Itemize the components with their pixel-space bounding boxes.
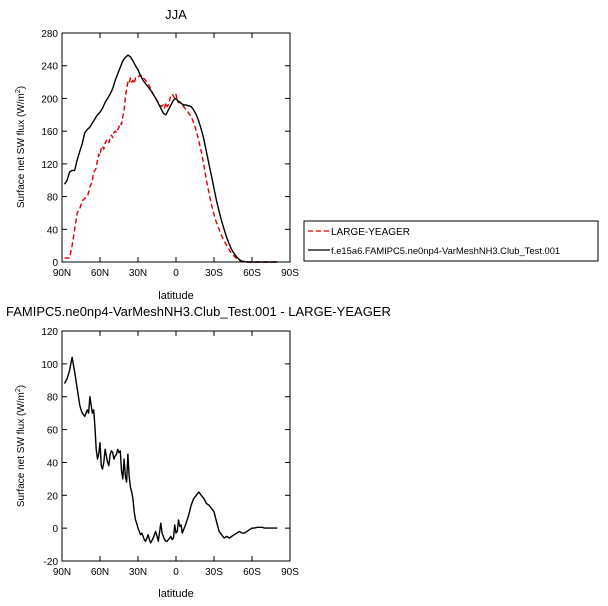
bottom-chart-xtick-label: 30S xyxy=(205,567,223,578)
top-chart-xtick-label: 90S xyxy=(281,268,299,279)
top-chart-series-line-1 xyxy=(63,54,278,263)
legend-box xyxy=(303,220,599,262)
top-chart-ytick-label: 120 xyxy=(41,160,58,171)
bottom-chart-ytick-label: 0 xyxy=(52,524,58,535)
bottom-chart-ytick-label: 100 xyxy=(41,360,58,371)
bottom-chart: FAMIPC5.ne0np4-VarMeshNH3.Club_Test.001 … xyxy=(6,304,391,600)
top-chart-title: JJA xyxy=(165,7,187,22)
top-chart: JJA 0 40 80 120 160 200 240 280 90N 60N 30N 0 30S 60… xyxy=(15,7,599,302)
top-chart-frame xyxy=(61,32,291,263)
top-chart-x-ticks: 90N 60N 30N 0 30S 60S 90S xyxy=(53,33,299,279)
bottom-chart-series-line-0 xyxy=(63,356,278,544)
bottom-chart-xtick-label: 60N xyxy=(91,567,109,578)
legend-label-model: f.e15a6.FAMIPC5.ne0np4-VarMeshNH3.Club_T… xyxy=(331,245,560,256)
top-chart-ytick-label: 160 xyxy=(41,127,58,138)
bottom-chart-ytick-label: 60 xyxy=(47,426,59,437)
top-chart-legend: LARGE-YEAGER f.e15a6.FAMIPC5.ne0np4-VarM… xyxy=(303,220,599,262)
legend-label-large-yeager: LARGE-YEAGER xyxy=(331,227,410,238)
bottom-chart-x-axis-label: latitude xyxy=(158,588,193,600)
top-chart-ytick-label: 200 xyxy=(41,94,58,105)
top-chart-ytick-label: 240 xyxy=(41,62,58,73)
bottom-chart-ytick-label: 120 xyxy=(41,327,58,338)
top-chart-series-line-0 xyxy=(64,74,278,263)
bottom-chart-xtick-label: 90S xyxy=(281,567,299,578)
bottom-chart-ytick-label: 80 xyxy=(47,393,59,404)
bottom-chart-xtick-label: 30N xyxy=(129,567,147,578)
top-chart-y-axis-label: Surface net SW flux (W/m2) xyxy=(15,86,27,208)
top-chart-xtick-label: 90N xyxy=(53,268,71,279)
top-chart-ytick-label: 40 xyxy=(47,225,59,236)
top-chart-x-axis-label: latitude xyxy=(158,290,193,302)
bottom-chart-xtick-label: 0 xyxy=(173,567,179,578)
top-chart-xtick-label: 30N xyxy=(129,268,147,279)
top-chart-xtick-label: 30S xyxy=(205,268,223,279)
top-chart-ytick-label: 0 xyxy=(52,258,58,269)
bottom-chart-ytick-label: -20 xyxy=(44,557,59,568)
top-chart-ytick-label: 280 xyxy=(41,29,58,40)
bottom-chart-ytick-label: 40 xyxy=(47,458,59,469)
top-chart-xtick-label: 0 xyxy=(173,268,179,279)
bottom-chart-xtick-label: 60S xyxy=(243,567,261,578)
bottom-chart-y-axis-label: Surface net SW flux (W/m2) xyxy=(15,385,27,507)
bottom-chart-y-ticks: -20 0 20 40 60 80 100 120 xyxy=(41,327,290,568)
top-chart-xtick-label: 60S xyxy=(243,268,261,279)
bottom-chart-plot-area xyxy=(63,356,278,544)
bottom-chart-ytick-label: 20 xyxy=(47,491,59,502)
top-chart-ytick-label: 80 xyxy=(47,193,59,204)
bottom-chart-xtick-label: 90N xyxy=(53,567,71,578)
top-chart-xtick-label: 60N xyxy=(91,268,109,279)
bottom-chart-x-ticks: 90N 60N 30N 0 30S 60S 90S xyxy=(53,331,299,578)
top-chart-y-ticks: 0 40 80 120 160 200 240 280 xyxy=(41,29,290,269)
bottom-chart-title: FAMIPC5.ne0np4-VarMeshNH3.Club_Test.001 … xyxy=(6,304,391,319)
top-chart-plot-area xyxy=(63,54,278,263)
